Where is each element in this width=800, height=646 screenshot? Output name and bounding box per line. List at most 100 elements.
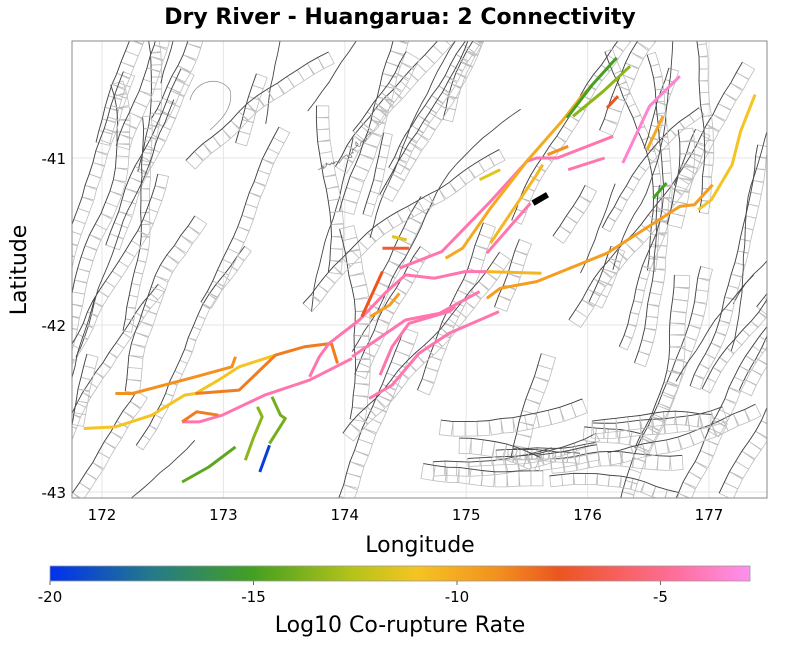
corupture-fault-trace [546,144,569,157]
fault-trace [307,41,357,112]
corupture-fault-trace [485,183,714,300]
fault-subsection-outline [718,406,767,498]
corupture-fault-trace [605,95,620,109]
fault-trace [150,41,189,120]
corupture-fault-trace [565,56,618,119]
x-tick-label: 176 [573,506,602,524]
fault-subsection-outline [72,390,148,498]
fault-trace [510,353,542,458]
fault-trace [442,41,474,120]
corupture-fault-trace [268,396,287,445]
fault-trace [379,41,469,195]
fault-trace [423,463,543,473]
corupture-fault-trace [478,168,501,182]
corupture-fault-trace [83,353,277,430]
corupture-fault-trace [243,406,264,461]
fault-trace [537,444,597,456]
corupture-fault-trace [181,410,219,424]
fault-subsection-outline [633,184,672,368]
fault-trace [738,334,767,391]
fault-subsection-outline [72,353,99,427]
fault-trace [550,451,683,460]
corupture-fault-trace [621,75,681,164]
fault-trace [200,126,280,303]
fault-trace [351,108,521,352]
fault-subsection-outline [124,215,208,394]
fault-subsection-outline [549,472,680,498]
fault-trace [362,132,385,215]
fault-trace [72,354,88,425]
fault-subsection-outline [72,71,136,270]
fault-trace [315,105,332,273]
fault-subsection-outline [420,463,544,488]
corupture-fault-trace [115,356,237,395]
fault-subsection-outline [72,80,131,352]
fault-trace [160,41,174,84]
colorbar-tick-label: -5 [653,588,668,606]
fault-subsection-outline [607,403,762,466]
fault-subsection-outline [588,245,626,309]
fault-trace [675,417,716,498]
corupture-fault-trace [486,270,542,275]
fault-trace [718,406,767,494]
fault-trace [124,215,196,392]
corupture-fault-trace [572,65,632,118]
fault-trace [342,251,500,434]
fault-subsection-outline [72,173,170,365]
fault-subsection-outline [438,398,588,437]
fault-trace [588,246,612,303]
fault-trace [122,116,145,331]
fault-subsection-outline [200,126,291,309]
fault-trace [552,185,586,237]
source-fault-trace [531,192,550,206]
fault-trace [441,398,583,423]
fault-trace [643,67,670,149]
corupture-fault-trace [378,305,457,376]
fault-subsection-outline [137,41,163,175]
corupture-fault-trace [567,156,606,172]
fault-trace [137,41,152,172]
fault-trace [72,173,159,345]
fault-subsection-outline [339,41,410,216]
fault-trace [235,73,257,143]
plot-frame [71,40,768,499]
coastline [317,131,372,171]
colorbar-tick-label: -10 [445,588,470,606]
fault-subsection-outline [537,444,600,472]
fault-trace [689,144,759,387]
corupture-fault-trace [258,444,271,473]
fault-trace [591,410,712,422]
colorbar [49,565,751,582]
fault-trace [72,390,137,494]
fault-subsection-outline [105,68,195,251]
fault-trace [495,448,580,454]
corupture-fault-trace [369,292,401,318]
fault-subsection-outline [342,251,512,442]
fault-trace [696,41,706,213]
y-axis-ticks: -41 -42 -43 [42,150,67,502]
fault-trace [185,51,329,161]
fault-trace [352,51,407,132]
fault-trace [584,426,644,435]
corupture-fault-trace [195,341,339,395]
corupture-fault-trace [351,290,481,358]
fault-trace [339,41,394,211]
x-tick-label: 173 [209,506,238,524]
fault-trace [302,149,500,304]
grid-lines [72,41,767,498]
fault-trace [634,185,660,363]
corupture-fault-trace [391,235,408,242]
fault-subsection-outline [599,41,657,137]
x-tick-label: 174 [330,506,359,524]
fault-trace [115,41,156,146]
fault-trace [335,41,439,167]
fault-trace [620,266,702,498]
y-tick-label: -41 [42,150,67,168]
fault-subsection-outline [458,437,541,472]
fault-subsection-outline [591,410,712,435]
colorbar-label: Log10 Co-rupture Rate [275,613,526,638]
corupture-fault-trace [645,115,665,151]
chart-title: Dry River - Huangarua: 2 Connectivity [164,5,635,30]
fault-subsection-outline [673,128,711,192]
fault-trace [634,275,675,449]
